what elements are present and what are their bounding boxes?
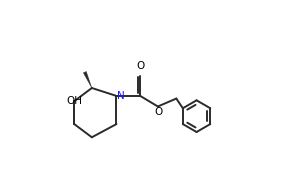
Text: OH: OH: [66, 96, 82, 106]
Text: N: N: [117, 91, 125, 100]
Polygon shape: [83, 71, 92, 88]
Text: O: O: [154, 107, 163, 117]
Text: O: O: [136, 61, 144, 71]
